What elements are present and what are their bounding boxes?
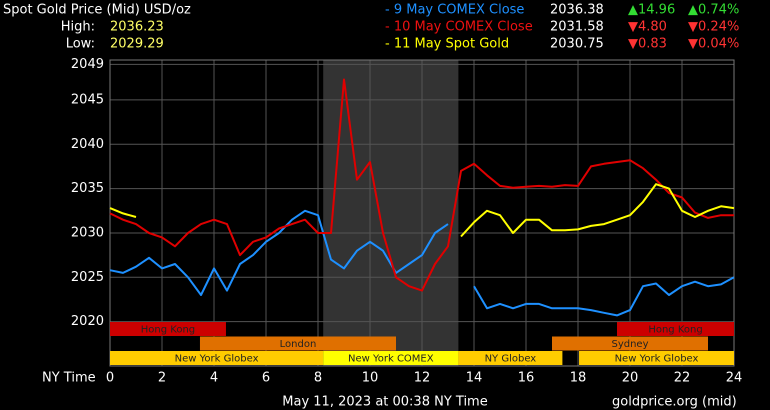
y-tick-label: 2045 bbox=[71, 92, 104, 107]
session-label: New York Globex bbox=[615, 354, 699, 365]
y-tick-label: 2049 bbox=[71, 57, 104, 72]
legend-price: 2031.58 bbox=[550, 20, 604, 35]
legend-change: ▲14.96 bbox=[628, 3, 675, 18]
legend-percent: ▼0.24% bbox=[688, 20, 739, 35]
session-label: New York COMEX bbox=[348, 354, 434, 365]
y-tick-label: 2025 bbox=[71, 270, 104, 285]
low-value: 2029.29 bbox=[110, 37, 164, 52]
x-tick-label: 4 bbox=[210, 371, 218, 386]
source: goldprice.org (mid) bbox=[612, 395, 737, 410]
low-label: Low: bbox=[66, 37, 95, 52]
x-tick-label: 8 bbox=[314, 371, 322, 386]
session-label: NY Globex bbox=[485, 354, 537, 365]
session-label: New York Globex bbox=[175, 354, 259, 365]
x-tick-label: 18 bbox=[570, 371, 587, 386]
legend-label: - 11 May Spot Gold bbox=[385, 37, 509, 52]
session-label: Hong Kong bbox=[648, 325, 702, 336]
legend-price: 2036.38 bbox=[550, 3, 604, 18]
legend-label: - 10 May COMEX Close bbox=[385, 20, 533, 35]
y-tick-label: 2020 bbox=[71, 314, 104, 329]
session-bar bbox=[617, 322, 734, 336]
y-tick-label: 2035 bbox=[71, 181, 104, 196]
y-tick-label: 2030 bbox=[71, 225, 104, 240]
legend-percent: ▲0.74% bbox=[688, 3, 739, 18]
legend-label: - 9 May COMEX Close bbox=[385, 3, 524, 18]
shaded-region bbox=[323, 60, 459, 366]
series-line bbox=[109, 78, 734, 292]
y-tick-label: 2040 bbox=[71, 137, 104, 152]
session-bar bbox=[552, 336, 708, 351]
chart-title: Spot Gold Price (Mid) USD/oz bbox=[3, 3, 191, 18]
session-bar bbox=[579, 351, 734, 365]
x-tick-label: 22 bbox=[674, 371, 691, 386]
session-label: London bbox=[280, 339, 317, 350]
high-value: 2036.23 bbox=[110, 20, 164, 35]
x-axis-label: NY Time bbox=[42, 371, 96, 386]
session-bar bbox=[323, 351, 459, 365]
session-bar bbox=[110, 322, 226, 336]
legend-percent: ▼0.04% bbox=[688, 37, 739, 52]
x-tick-label: 16 bbox=[518, 371, 535, 386]
x-tick-label: 0 bbox=[106, 371, 114, 386]
x-tick-label: 20 bbox=[622, 371, 639, 386]
x-tick-label: 2 bbox=[158, 371, 166, 386]
x-tick-label: 14 bbox=[466, 371, 483, 386]
x-tick-label: 10 bbox=[362, 371, 379, 386]
footer: May 11, 2023 at 00:38 NY Time bbox=[282, 395, 487, 410]
legend-price: 2030.75 bbox=[550, 37, 604, 52]
session-bar bbox=[199, 336, 396, 351]
x-tick-label: 6 bbox=[262, 371, 270, 386]
x-tick-label: 24 bbox=[726, 371, 743, 386]
session-label: Sydney bbox=[611, 339, 648, 350]
high-label: High: bbox=[61, 20, 95, 35]
legend-change: ▼0.83 bbox=[628, 37, 667, 52]
x-tick-label: 12 bbox=[414, 371, 431, 386]
session-bar bbox=[110, 351, 324, 365]
session-bar bbox=[458, 351, 563, 365]
series-line bbox=[109, 183, 735, 238]
legend-change: ▼4.80 bbox=[628, 20, 667, 35]
session-label: Hong Kong bbox=[141, 325, 195, 336]
plot-border bbox=[109, 59, 735, 367]
